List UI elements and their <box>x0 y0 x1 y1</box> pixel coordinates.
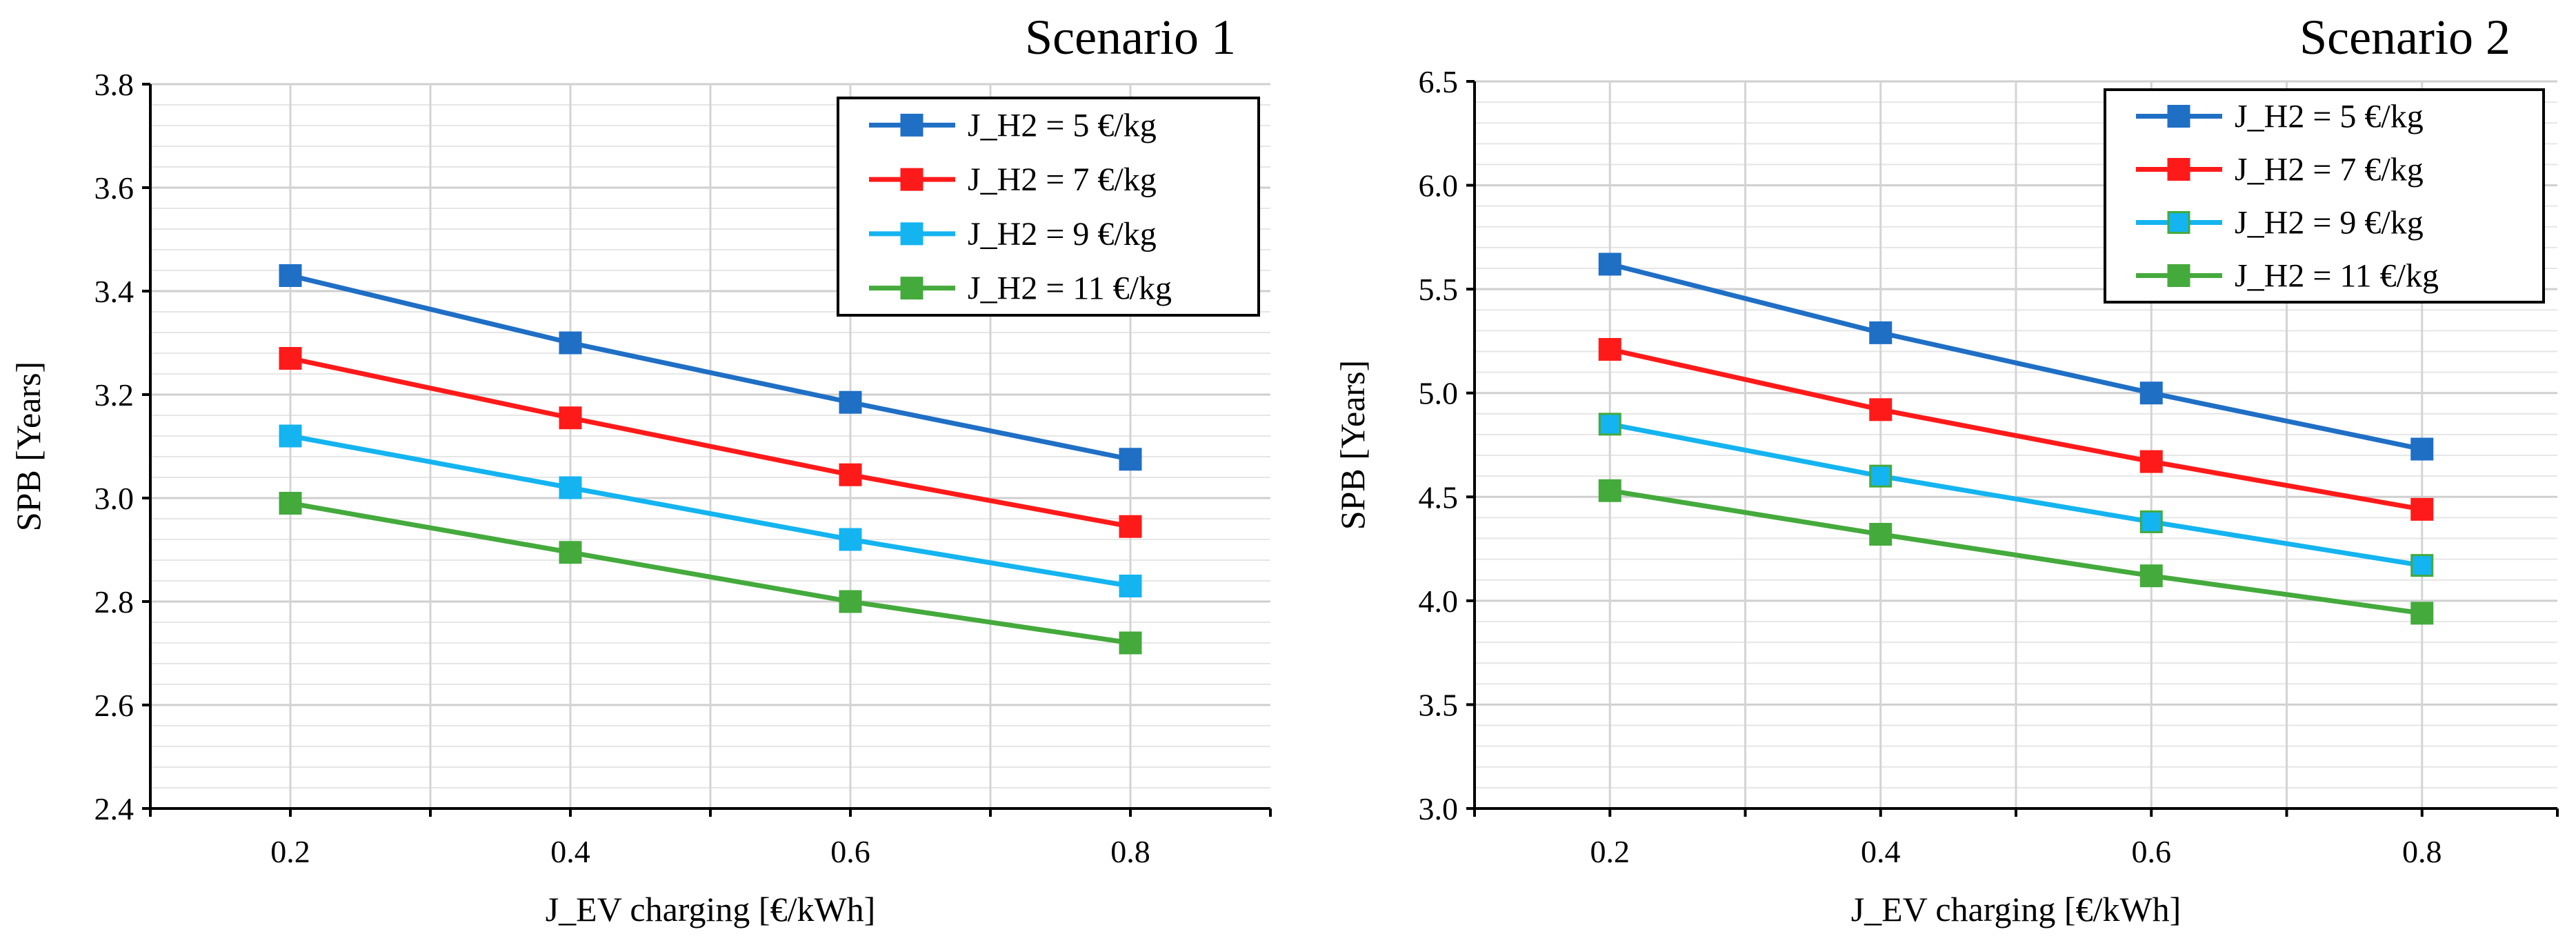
data-point <box>2410 602 2434 625</box>
legend-marker <box>2167 211 2190 234</box>
legend-marker <box>900 277 923 300</box>
series-1 <box>1598 252 2434 461</box>
y-axis-title: SPB [Years] <box>9 361 48 531</box>
data-point <box>2139 564 2163 588</box>
y-tick-label: 3.2 <box>94 377 134 413</box>
data-point <box>1119 575 1142 597</box>
data-point <box>839 590 862 613</box>
y-tick-label: 3.0 <box>1419 791 1459 826</box>
data-point <box>279 424 302 448</box>
legend-entry: J_H2 = 5 €/kg <box>2235 99 2424 135</box>
y-tick-label: 2.6 <box>94 688 134 723</box>
series-3 <box>1598 413 2434 577</box>
data-point <box>2410 497 2434 521</box>
data-point <box>2139 381 2163 405</box>
y-tick-label: 6.5 <box>1419 64 1459 99</box>
data-point <box>1598 252 1621 276</box>
data-point <box>2139 510 2163 533</box>
data-point <box>1598 337 1621 361</box>
legend: J_H2 = 5 €/kg J_H2 = 7 €/kg J_H2 = 9 €/kg J… <box>837 97 1260 317</box>
y-tick-label: 5.0 <box>1419 376 1459 411</box>
legend: J_H2 = 5 €/kg J_H2 = 7 €/kg J_H2 = 9 €/kg J… <box>2104 88 2545 304</box>
series-2 <box>1598 337 2434 521</box>
series-line <box>1609 488 2423 616</box>
data-point <box>2410 437 2434 461</box>
data-point <box>559 331 582 355</box>
data-point <box>559 476 582 499</box>
data-point <box>1869 522 1893 546</box>
chart-2: 3.0 3.5 4.0 4.5 5.0 5.5 6.0 6.5 0.2 0.4 0.6 0.8 J_EV… <box>1333 10 2559 929</box>
series-line <box>290 433 1131 588</box>
series-4 <box>279 492 1142 655</box>
legend-marker <box>2167 105 2190 128</box>
x-tick-label: 0.4 <box>1861 834 1901 869</box>
series-line <box>290 356 1131 529</box>
series-line <box>290 501 1131 646</box>
y-tick-label: 4.5 <box>1419 479 1459 515</box>
data-point <box>279 264 302 287</box>
legend-entry: J_H2 = 7 €/kg <box>968 161 1157 198</box>
legend-marker <box>900 168 923 191</box>
y-axis-title: SPB [Years] <box>1333 360 1372 530</box>
chart-1: 2.4 2.6 2.8 3.0 3.2 3.4 3.6 3.8 0.2 0.4 0.6 0.8 J_EV… <box>9 10 1272 929</box>
data-point <box>2139 450 2163 473</box>
x-tick-label: 0.6 <box>2132 834 2172 869</box>
data-point <box>839 463 862 486</box>
data-point <box>1869 321 1893 344</box>
legend-marker <box>2167 264 2190 287</box>
y-tick-label: 6.0 <box>1419 168 1459 204</box>
y-tick-label: 3.4 <box>94 274 134 309</box>
x-tick-label: 0.8 <box>2402 834 2442 869</box>
data-point <box>279 492 302 515</box>
y-tick-label: 2.8 <box>94 584 134 619</box>
legend-marker <box>900 113 923 137</box>
data-point <box>1869 398 1893 421</box>
chart-title: Scenario 1 <box>1025 10 1236 65</box>
x-axis-title: J_EV charging [€/kWh] <box>1851 890 2181 929</box>
x-tick-label: 0.2 <box>270 834 310 869</box>
legend-entry: J_H2 = 5 €/kg <box>968 107 1157 143</box>
x-tick-label: 0.8 <box>1110 834 1150 869</box>
data-point <box>839 390 862 414</box>
data-point <box>559 406 582 430</box>
data-point <box>2410 554 2434 577</box>
legend-marker <box>900 222 923 246</box>
data-point <box>1119 515 1142 538</box>
x-tick-label: 0.2 <box>1590 834 1630 869</box>
legend-entry: J_H2 = 7 €/kg <box>2235 152 2424 188</box>
legend-marker <box>2167 158 2190 181</box>
data-point <box>839 528 862 551</box>
series-2 <box>279 347 1142 538</box>
series-3 <box>279 424 1142 597</box>
chart-title: Scenario 2 <box>2299 10 2510 65</box>
series-1 <box>279 264 1142 471</box>
x-tick-label: 0.6 <box>830 834 870 869</box>
data-point <box>559 541 582 564</box>
data-point <box>1869 464 1893 488</box>
data-point <box>279 347 302 370</box>
x-tick-label: 0.4 <box>550 834 590 869</box>
legend-entry: J_H2 = 9 €/kg <box>2235 205 2424 241</box>
series-line <box>290 273 1131 462</box>
data-point <box>1119 631 1142 655</box>
y-tick-label: 4.0 <box>1419 584 1459 619</box>
series-line <box>1609 347 2423 512</box>
series-line <box>1609 421 2423 568</box>
data-point <box>1598 413 1621 436</box>
y-tick-label: 3.6 <box>94 170 134 206</box>
y-tick-label: 3.5 <box>1419 687 1459 722</box>
series-4 <box>1598 479 2434 625</box>
y-tick-label: 3.0 <box>94 481 134 516</box>
y-tick-label: 2.4 <box>94 791 134 826</box>
legend-entry: J_H2 = 9 €/kg <box>968 216 1157 252</box>
data-point <box>1119 448 1142 471</box>
y-tick-label: 3.8 <box>94 67 134 102</box>
series-line <box>1609 261 2423 452</box>
y-tick-label: 5.5 <box>1419 272 1459 307</box>
x-axis-title: J_EV charging [€/kWh] <box>546 890 876 929</box>
legend-entry: J_H2 = 11 €/kg <box>968 270 1172 307</box>
legend-entry: J_H2 = 11 €/kg <box>2235 258 2439 295</box>
data-point <box>1598 479 1621 502</box>
